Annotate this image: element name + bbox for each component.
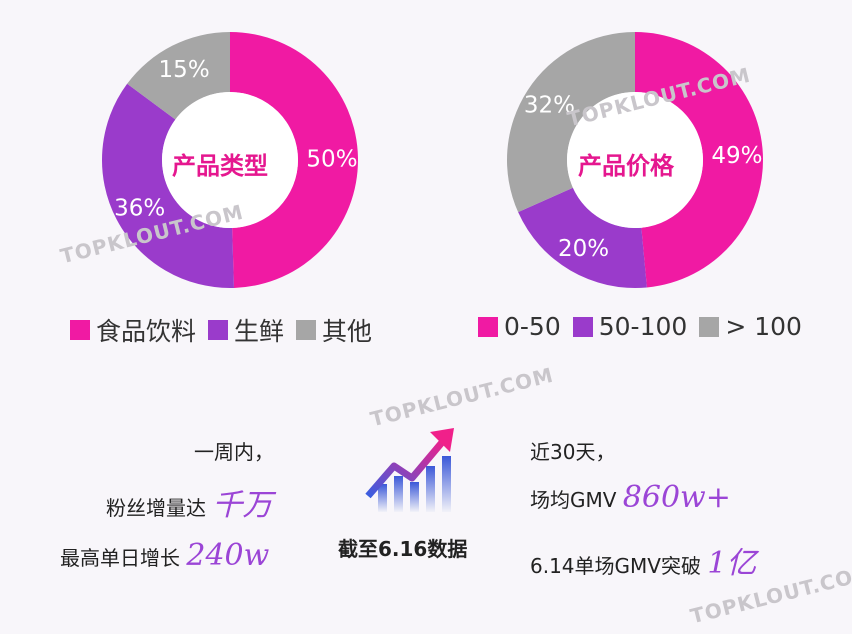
stat-left-line2-prefix: 粉丝增量达 <box>106 496 206 520</box>
donut-data-label: 15% <box>159 57 210 83</box>
donut-chart-product-type: 50% 36% 15% <box>101 32 359 288</box>
legend-label: 50-100 <box>598 312 688 341</box>
donut-data-label: 32% <box>524 92 575 118</box>
donut-slice-0-50 <box>635 32 763 288</box>
donut-hole <box>567 92 703 228</box>
donut-data-label: 50% <box>306 146 357 172</box>
legend-swatch <box>572 316 593 337</box>
stat-left-line3-value: 240w <box>186 538 270 573</box>
legend-product-price: 0-50 50-100 > 100 <box>478 312 814 341</box>
donut-data-label: 36% <box>114 195 165 221</box>
stat-right-line3-prefix: 6.14单场GMV突破 <box>530 554 701 578</box>
donut-slice-生鲜 <box>101 83 234 288</box>
legend-swatch <box>208 320 229 340</box>
center-date-label: 截至6.16数据 <box>338 537 468 561</box>
watermark: TOPKLOUT.COM <box>367 362 556 432</box>
donut-slice-食品饮料 <box>230 32 359 288</box>
donut-data-label: 20% <box>558 236 609 262</box>
legend-item: 生鲜 <box>208 312 284 348</box>
legend-swatch <box>70 320 90 340</box>
legend-label: 生鲜 <box>234 317 285 346</box>
donut-slice-50-100 <box>518 187 647 288</box>
legend-label: 其他 <box>322 317 373 346</box>
donut-title-product-type: 产品类型 <box>172 152 268 180</box>
legend-label: 食品饮料 <box>96 317 197 346</box>
stat-right-line2-value: 860w+ <box>622 480 731 515</box>
legend-swatch <box>296 320 317 340</box>
stat-right-line3: 6.14单场GMV突破 1亿 <box>530 538 756 582</box>
stat-left-line2-value: 千万 <box>212 488 273 523</box>
legend-item: 0-50 <box>478 312 561 341</box>
donut-hole <box>162 92 298 228</box>
donut-slice-其他 <box>127 32 230 120</box>
stat-left-line2: 粉丝增量达 千万 <box>106 480 272 524</box>
legend-item: 其他 <box>296 312 372 348</box>
legend-label: 0-50 <box>504 312 561 341</box>
stat-right-line2: 场均GMV 860w+ <box>530 480 731 515</box>
stat-right-line3-value: 1亿 <box>707 546 757 581</box>
legend-swatch <box>478 316 498 337</box>
donut-chart-product-price: 49% 20% 32% <box>507 32 763 288</box>
stat-right-line2-prefix: 场均GMV <box>530 488 617 512</box>
donut-slice-> 100 <box>507 32 635 213</box>
legend-item: > 100 <box>699 312 802 341</box>
stat-left-line3-prefix: 最高单日增长 <box>60 546 180 570</box>
stat-left-line3: 最高单日增长 240w <box>60 538 269 573</box>
growth-chart-icon <box>365 428 454 512</box>
legend-item: 食品饮料 <box>70 312 196 348</box>
stat-right-line1: 近30天， <box>530 440 616 464</box>
legend-item: 50-100 <box>572 312 688 341</box>
legend-swatch <box>699 316 720 337</box>
donut-title-product-price: 产品价格 <box>578 152 674 180</box>
legend-product-type: 食品饮料 生鲜 其他 <box>70 312 384 348</box>
donut-data-label: 49% <box>711 143 762 169</box>
stat-left-line1: 一周内， <box>194 440 274 464</box>
legend-label: > 100 <box>725 312 802 341</box>
